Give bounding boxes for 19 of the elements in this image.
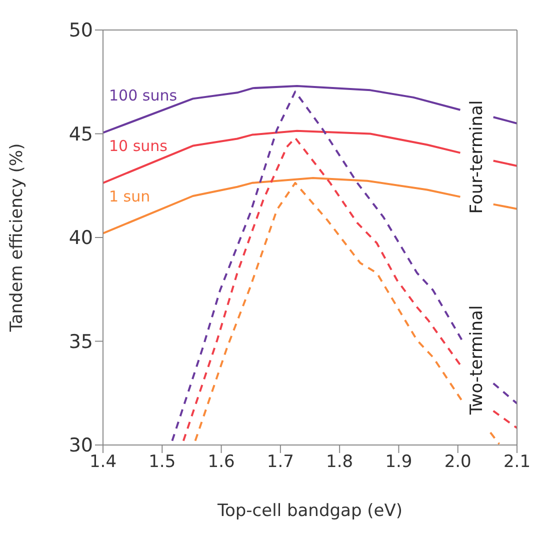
y-tick-label: 50 (68, 20, 93, 42)
x-tick-label: 1.7 (266, 452, 294, 472)
x-tick-label: 1.9 (385, 452, 412, 472)
series-label: 1 sun (109, 187, 150, 206)
y-tick-label: 40 (68, 227, 93, 250)
x-tick-label: 2.1 (503, 452, 531, 472)
annotation: Two-terminal (467, 302, 487, 418)
y-tick-label: 45 (68, 123, 93, 146)
x-tick-label: 1.4 (89, 452, 117, 472)
annotation: Four-terminal (467, 97, 487, 217)
y-axis-title: Tandem efficiency (%) (7, 143, 28, 333)
x-axis-title: Top-cell bandgap (eV) (216, 501, 403, 521)
x-tick-label: 1.6 (208, 452, 235, 472)
x-tick-label: 1.8 (326, 452, 354, 472)
x-tick-label: 1.5 (148, 452, 176, 472)
series-label: 100 suns (109, 86, 178, 105)
series-label: 10 suns (109, 136, 168, 155)
y-tick-label: 35 (68, 330, 93, 353)
x-tick-label: 2.0 (444, 452, 472, 472)
